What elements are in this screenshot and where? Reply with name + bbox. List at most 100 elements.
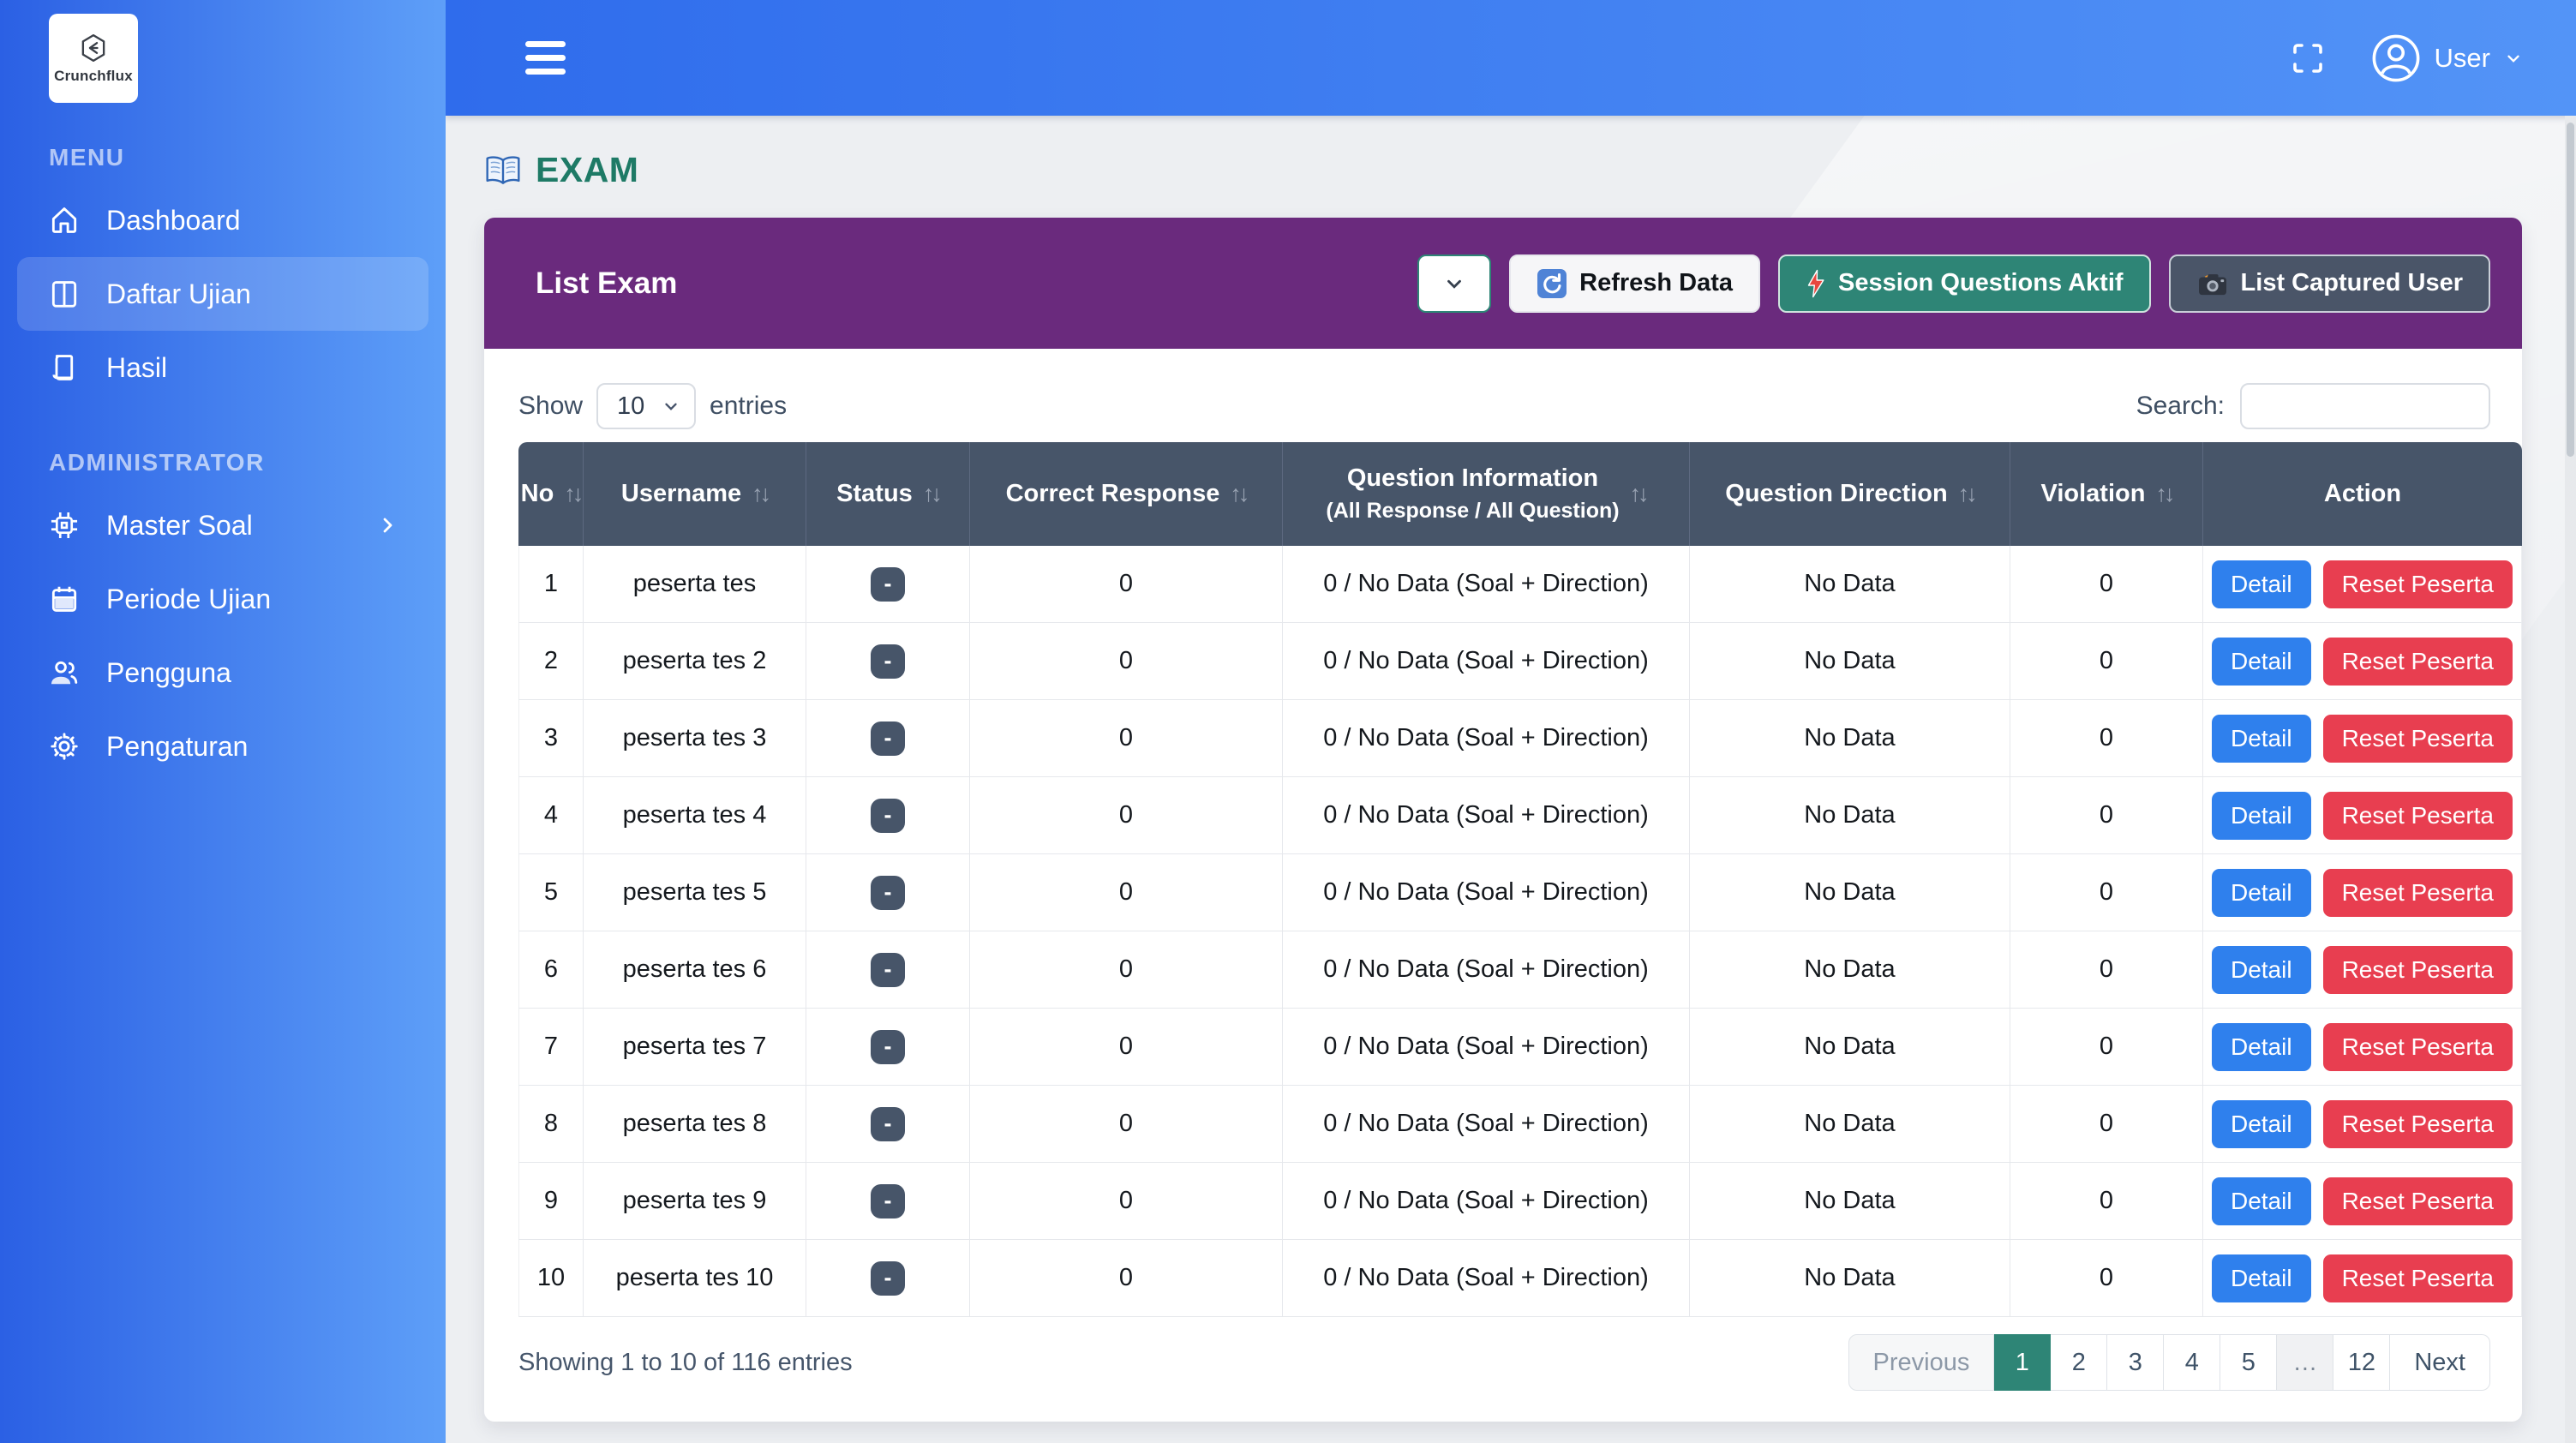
cell-correct-response: 0 [969,623,1282,700]
reset-peserta-button[interactable]: Reset Peserta [2323,1023,2513,1071]
page-button-2[interactable]: 2 [2051,1334,2107,1391]
detail-button[interactable]: Detail [2212,1023,2311,1071]
sidebar-item-hasil[interactable]: Hasil [17,331,428,404]
sort-icon: ↑↓ [1630,481,1646,507]
pagination: Previous12345…12Next [1848,1334,2490,1391]
brand-logo: Crunchflux [49,14,138,103]
list-captured-user-button[interactable]: List Captured User [2169,254,2490,313]
status-badge: - [871,644,905,679]
sidebar-item-periode-ujian[interactable]: Periode Ujian [17,562,428,636]
cell-action: DetailReset Peserta [2202,1009,2522,1086]
list-exam-panel: List Exam Refresh DataSession Questions … [484,218,2522,1422]
page-size-select[interactable]: 10 [596,383,696,429]
cell-username: peserta tes 10 [583,1240,806,1317]
reset-peserta-button[interactable]: Reset Peserta [2323,1100,2513,1148]
sort-icon: ↑↓ [752,481,768,507]
search-control: Search: [2136,383,2490,429]
button-label: Refresh Data [1579,269,1733,297]
search-input[interactable] [2240,383,2490,429]
cell-question-information: 0 / No Data (Soal + Direction) [1282,700,1689,777]
cell-question-information: 0 / No Data (Soal + Direction) [1282,777,1689,854]
column-header-label: Violation [2041,480,2146,508]
user-menu[interactable]: User [2371,33,2523,83]
button-label: Session Questions Aktif [1838,269,2124,297]
camera-icon [2196,270,2229,297]
sidebar-item-label: Periode Ujian [106,584,271,615]
sidebar-section: MENU DashboardDaftar UjianHasil [0,144,446,404]
cell-violation: 0 [2010,931,2202,1009]
detail-button[interactable]: Detail [2212,1100,2311,1148]
column-header-username[interactable]: Username↑↓ [583,442,806,546]
sort-icon: ↑↓ [1230,481,1246,507]
page-button-12[interactable]: 12 [2333,1334,2390,1391]
page-button-3[interactable]: 3 [2107,1334,2164,1391]
detail-button[interactable]: Detail [2212,560,2311,608]
home-icon [48,204,81,237]
scrollbar[interactable] [2565,116,2576,1443]
reset-peserta-button[interactable]: Reset Peserta [2323,792,2513,840]
page-button-5[interactable]: 5 [2220,1334,2277,1391]
page-button-4[interactable]: 4 [2164,1334,2220,1391]
cell-status: - [806,623,969,700]
detail-button[interactable]: Detail [2212,946,2311,994]
panel-body: Show 10 entries Search: [484,349,2522,1422]
reset-peserta-button[interactable]: Reset Peserta [2323,1254,2513,1302]
column-header-question-direction[interactable]: Question Direction↑↓ [1689,442,2010,546]
chevron-right-icon [377,515,398,536]
column-header-violation[interactable]: Violation↑↓ [2010,442,2202,546]
column-header-label: Question Direction [1725,480,1947,508]
column-header-status[interactable]: Status↑↓ [806,442,969,546]
column-header-correct-response[interactable]: Correct Response↑↓ [969,442,1282,546]
cell-status: - [806,700,969,777]
reset-peserta-button[interactable]: Reset Peserta [2323,560,2513,608]
detail-button[interactable]: Detail [2212,869,2311,917]
column-header-no[interactable]: No↑↓ [518,442,583,546]
scrollbar-thumb[interactable] [2567,123,2574,457]
sidebar-section-header: ADMINISTRATOR [49,449,446,476]
cell-username: peserta tes 9 [583,1163,806,1240]
open-book-icon [484,154,522,187]
sidebar-item-label: Master Soal [106,510,253,542]
session-questions-button[interactable]: Session Questions Aktif [1778,254,2151,313]
status-badge: - [871,1107,905,1141]
refresh-data-button[interactable]: Refresh Data [1509,254,1760,313]
table-row: 7peserta tes 7-00 / No Data (Soal + Dire… [518,1009,2522,1086]
reset-peserta-button[interactable]: Reset Peserta [2323,946,2513,994]
cell-correct-response: 0 [969,700,1282,777]
sidebar-item-daftar-ujian[interactable]: Daftar Ujian [17,257,428,331]
column-header-question-information[interactable]: Question Information(All Response / All … [1282,442,1689,546]
page-button-1[interactable]: 1 [1994,1334,2051,1391]
cell-action: DetailReset Peserta [2202,700,2522,777]
detail-button[interactable]: Detail [2212,1254,2311,1302]
sidebar-item-pengguna[interactable]: Pengguna [17,636,428,710]
reset-peserta-button[interactable]: Reset Peserta [2323,1177,2513,1225]
sidebar-section-header: MENU [49,144,446,171]
detail-button[interactable]: Detail [2212,715,2311,763]
reset-peserta-button[interactable]: Reset Peserta [2323,715,2513,763]
table-row: 5peserta tes 5-00 / No Data (Soal + Dire… [518,854,2522,931]
cell-status: - [806,854,969,931]
sidebar-item-master-soal[interactable]: Master Soal [17,488,428,562]
detail-button[interactable]: Detail [2212,792,2311,840]
calendar-icon [48,583,81,615]
status-badge: - [871,799,905,833]
page-button-ellipsis: … [2277,1334,2333,1391]
panel-header: List Exam Refresh DataSession Questions … [484,218,2522,349]
reset-peserta-button[interactable]: Reset Peserta [2323,869,2513,917]
cell-username: peserta tes 4 [583,777,806,854]
column-header-content: Violation↑↓ [2010,480,2202,508]
cell-correct-response: 0 [969,1086,1282,1163]
cell-username: peserta tes 2 [583,623,806,700]
column-header-label: Status [836,480,913,508]
sidebar-item-dashboard[interactable]: Dashboard [17,183,428,257]
table-row: 10peserta tes 10-00 / No Data (Soal + Di… [518,1240,2522,1317]
detail-button[interactable]: Detail [2212,1177,2311,1225]
fullscreen-icon[interactable] [2289,39,2327,77]
detail-button[interactable]: Detail [2212,638,2311,686]
column-header-content: Action [2203,480,2522,508]
sidebar-item-pengaturan[interactable]: Pengaturan [17,710,428,783]
hamburger-menu-button[interactable] [525,33,566,82]
reset-peserta-button[interactable]: Reset Peserta [2323,638,2513,686]
page-button-next[interactable]: Next [2390,1334,2490,1391]
panel-collapse-button[interactable] [1417,254,1491,313]
